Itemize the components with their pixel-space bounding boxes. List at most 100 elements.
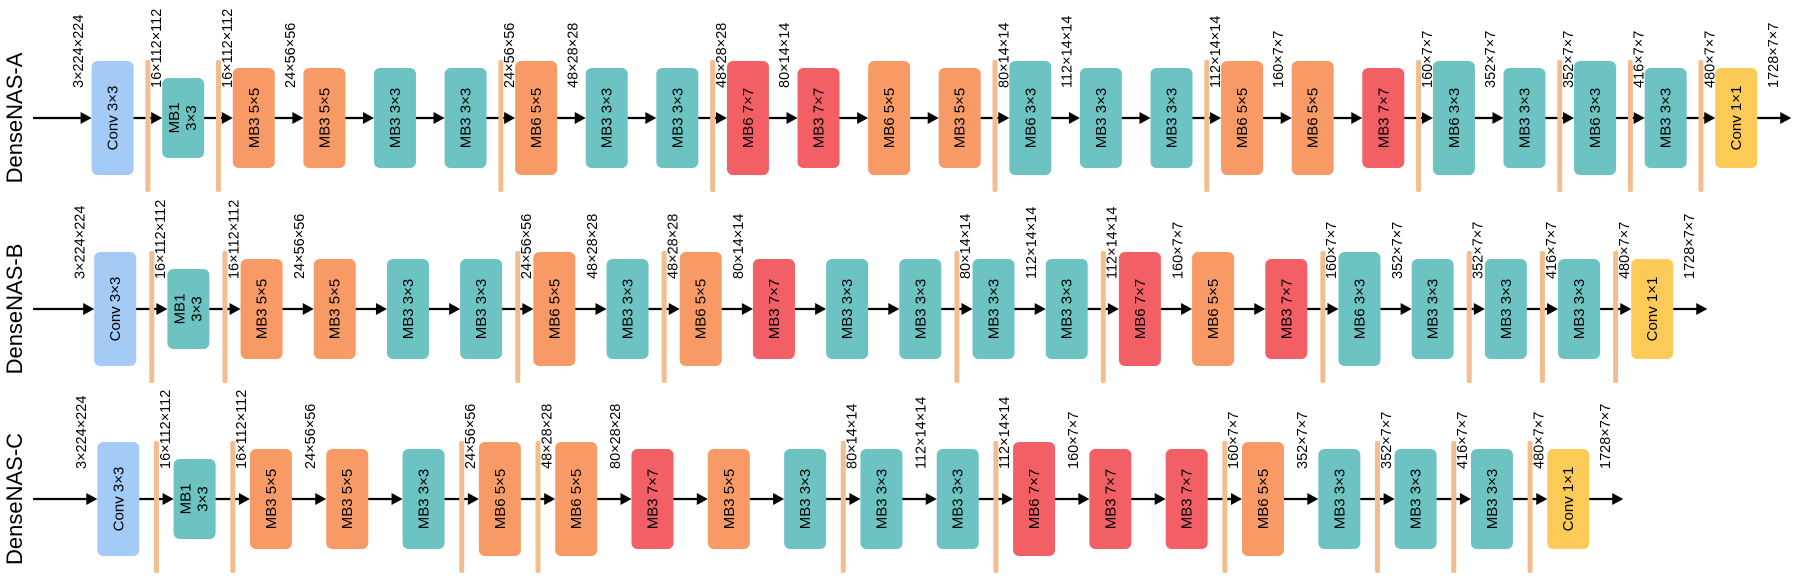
row-title: DenseNAS-B bbox=[2, 244, 27, 375]
flow-arrow-head bbox=[522, 303, 534, 315]
block-mb3-3-3 bbox=[1318, 449, 1361, 549]
dimension-label: 80×14×14 bbox=[958, 214, 974, 279]
block-mb3-3-3 bbox=[1045, 259, 1088, 359]
dimension-label: 480×7×7 bbox=[1531, 412, 1547, 469]
stage-separator bbox=[515, 251, 521, 383]
flow-arrow-head bbox=[292, 112, 304, 124]
stage-separator bbox=[1451, 441, 1457, 573]
block-mb6-5-5 bbox=[1192, 252, 1235, 366]
block-mb6-7-7 bbox=[1118, 252, 1161, 366]
stage-separator bbox=[1416, 60, 1422, 192]
block-label: MB6 7×7 bbox=[1132, 279, 1149, 339]
block-mb6-5-5 bbox=[1242, 442, 1284, 556]
block-mb3-3-3 bbox=[402, 449, 445, 549]
flow-arrow-head bbox=[574, 112, 586, 124]
block-mb3-3-3 bbox=[585, 68, 628, 168]
dimension-label: 24×56×56 bbox=[303, 404, 319, 469]
stage-separator bbox=[1374, 441, 1380, 573]
flow-arrow-head bbox=[156, 303, 168, 315]
block-label: MB3 7×7 bbox=[1278, 279, 1295, 339]
block-label: MB6 5×5 bbox=[546, 279, 563, 339]
stage-separator bbox=[222, 251, 228, 383]
block-mb3-5-5 bbox=[303, 68, 346, 168]
block-label: MB3 7×7 bbox=[1102, 469, 1119, 529]
dimension-label: 48×28×28 bbox=[585, 214, 601, 279]
flow-arrow-head bbox=[1002, 493, 1014, 505]
block-label: Conv 1×1 bbox=[1644, 277, 1661, 342]
flow-arrow-head bbox=[1078, 493, 1090, 505]
flow-arrow-head bbox=[375, 303, 387, 315]
stage-separator bbox=[1539, 251, 1545, 383]
flow-arrow-head bbox=[786, 112, 798, 124]
dimension-label: 24×56×56 bbox=[519, 214, 535, 279]
flow-arrow-head bbox=[1307, 493, 1319, 505]
flow-arrow-head bbox=[504, 112, 516, 124]
flow-arrow-head bbox=[467, 493, 479, 505]
block-mb3-5-5 bbox=[249, 449, 292, 549]
stage-separator bbox=[1204, 60, 1210, 192]
stage-separator bbox=[230, 441, 236, 573]
flow-arrow-head bbox=[1547, 303, 1559, 315]
block-mb3-7-7 bbox=[1265, 259, 1308, 359]
block-label: MB1 bbox=[171, 294, 188, 325]
block-label: Conv 3×3 bbox=[107, 277, 124, 342]
block-label: MB3 7×7 bbox=[1375, 88, 1392, 148]
block-label: MB3 3×3 bbox=[1093, 88, 1110, 148]
block-mb3-3-3 bbox=[460, 259, 503, 359]
dimension-label: 16×112×112 bbox=[226, 200, 242, 279]
dimension-label: 112×14×14 bbox=[913, 397, 929, 469]
flow-arrow-head bbox=[595, 303, 607, 315]
block-label: 3×3 bbox=[183, 105, 200, 130]
block-label: MB6 5×5 bbox=[1234, 88, 1251, 148]
block-mb6-5-5 bbox=[868, 61, 911, 175]
flow-arrow-head bbox=[715, 112, 727, 124]
block-mb3-3-3 bbox=[1558, 259, 1601, 359]
flow-arrow-head bbox=[80, 112, 92, 124]
block-label: MB3 7×7 bbox=[1179, 469, 1196, 529]
flow-arrow-head bbox=[83, 303, 95, 315]
block-mb3-7-7 bbox=[752, 259, 795, 359]
block-mb6-5-5 bbox=[555, 442, 598, 556]
block-label: MB3 5×5 bbox=[316, 88, 333, 148]
block-label: MB3 3×3 bbox=[416, 469, 433, 529]
stage-separator bbox=[1466, 251, 1472, 383]
block-mb3-3-3 bbox=[972, 259, 1015, 359]
dimension-label: 3×224×224 bbox=[71, 15, 87, 88]
block-label: Conv 3×3 bbox=[110, 467, 127, 532]
output-dimension-label: 1728×7×7 bbox=[1598, 404, 1614, 469]
block-label: MB3 3×3 bbox=[400, 279, 417, 339]
dimension-label: 352×7×7 bbox=[1471, 222, 1487, 279]
dimension-label: 480×7×7 bbox=[1617, 222, 1633, 279]
block-label: MB3 3×3 bbox=[387, 88, 404, 148]
dimension-label: 352×7×7 bbox=[1390, 222, 1406, 279]
flow-arrow-head bbox=[162, 493, 174, 505]
block-mb6-5-5 bbox=[1291, 61, 1334, 175]
dimension-label: 160×7×7 bbox=[1170, 222, 1186, 279]
block-label: MB3 3×3 bbox=[458, 88, 475, 148]
output-arrow-head bbox=[1612, 493, 1624, 505]
block-mb3-3-3 bbox=[1644, 68, 1687, 168]
flow-arrow-head bbox=[741, 303, 753, 315]
block-conv-3-3 bbox=[97, 442, 140, 556]
flow-arrow-head bbox=[1473, 303, 1485, 315]
flow-arrow-head bbox=[1254, 303, 1266, 315]
dimension-label: 352×7×7 bbox=[1379, 412, 1395, 469]
block-label: MB1 bbox=[178, 484, 195, 515]
block-label: MB3 5×5 bbox=[721, 469, 738, 529]
flow-arrow-head bbox=[1421, 112, 1433, 124]
block-mb6-7-7 bbox=[726, 61, 769, 175]
dimension-label: 112×14×14 bbox=[1105, 207, 1121, 279]
stage-separator bbox=[153, 441, 159, 573]
block-mb3-5-5 bbox=[707, 449, 750, 549]
dimension-label: 24×56×56 bbox=[502, 23, 518, 88]
flow-arrow-head bbox=[1034, 303, 1046, 315]
block-label: MB3 5×5 bbox=[254, 279, 271, 339]
block-label: MB6 5×5 bbox=[881, 88, 898, 148]
block-mb1-3-3 bbox=[167, 269, 210, 349]
block-label: MB6 3×3 bbox=[1022, 88, 1039, 148]
flow-arrow-head bbox=[86, 493, 98, 505]
dimension-label: 16×112×112 bbox=[234, 390, 250, 469]
flow-arrow-head bbox=[1400, 303, 1412, 315]
dimension-label: 3×224×224 bbox=[74, 396, 90, 469]
